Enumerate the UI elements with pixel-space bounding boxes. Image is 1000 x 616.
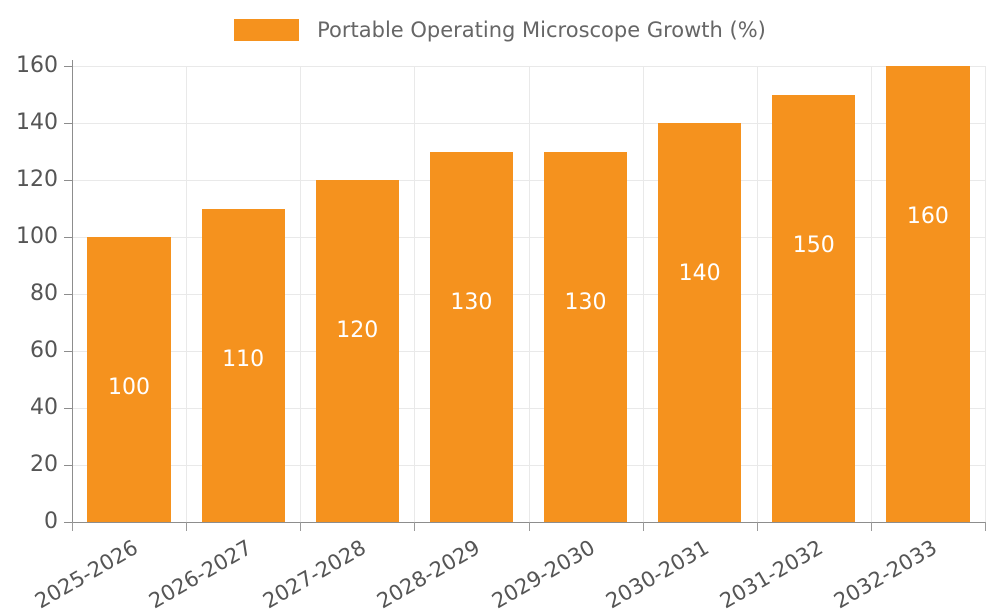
y-axis-line [72,60,73,522]
bar-value-label: 150 [792,232,835,258]
bar-value-label: 120 [336,318,379,343]
y-tick-label: 60 [30,338,58,363]
y-tick-label: 80 [30,281,58,306]
bar[interactable] [201,208,285,522]
x-tick-mark [757,522,758,531]
gridline-horizontal [72,294,985,295]
gridline-vertical [414,66,415,522]
x-tick-mark [300,522,301,531]
y-tick-mark [64,521,72,523]
bar-value-label: 130 [450,289,493,315]
x-axis-line [72,522,985,523]
bar-value-label: 140 [678,261,721,286]
x-tick-mark [529,522,530,531]
x-tick-mark [72,522,73,531]
gridline-horizontal [72,123,985,124]
legend-swatch-icon [234,19,300,41]
bar-chart: Portable Operating Microscope Growth (%)… [0,12,1000,614]
x-tick-label: 2027-2028 [259,535,371,614]
y-tick-mark [64,179,72,181]
y-tick-label: 100 [16,224,58,249]
bar-value-label: 130 [564,289,607,315]
y-tick-mark [64,236,72,238]
x-tick-mark [186,522,187,531]
x-tick-label: 2032-2033 [829,535,941,614]
gridline-vertical [643,66,644,522]
y-tick-mark [64,122,72,124]
gridline-horizontal [72,66,985,67]
legend-label: Portable Operating Microscope Growth (%) [317,17,766,42]
y-tick-mark [64,407,72,409]
gridline-vertical [985,66,986,522]
bar[interactable] [543,151,628,522]
x-tick-label: 2030-2031 [601,535,713,614]
bar[interactable] [429,151,514,522]
y-tick-label: 140 [16,110,58,135]
x-tick-label: 2031-2032 [715,535,827,614]
x-tick-mark [414,522,415,531]
bar[interactable] [772,94,856,522]
gridline-horizontal [72,180,985,181]
x-tick-label: 2029-2030 [487,535,599,614]
gridline-horizontal [72,408,985,409]
bar-value-label: 160 [906,204,949,229]
x-tick-mark [643,522,644,531]
y-tick-label: 0 [44,509,58,534]
bar[interactable] [315,180,399,522]
gridline-vertical [300,66,301,522]
bar-value-label: 110 [222,346,265,372]
bar-value-label: 100 [108,375,151,400]
gridline-horizontal [72,351,985,352]
x-tick-mark [985,522,986,531]
bar[interactable] [886,66,970,522]
y-tick-mark [64,293,72,295]
y-tick-label: 20 [30,452,58,477]
y-tick-mark [64,350,72,352]
chart-legend: Portable Operating Microscope Growth (%) [0,12,1000,48]
y-tick-mark [64,464,72,466]
bar[interactable] [87,237,171,522]
plot-area: 100 110 120 130 130 140 150 160 [72,66,986,523]
x-tick-label: 2026-2027 [145,535,257,614]
x-tick-mark [871,522,872,531]
x-tick-label: 2028-2029 [373,535,485,614]
gridline-vertical [186,66,187,522]
bar[interactable] [658,123,742,522]
gridline-horizontal [72,465,985,466]
y-tick-label: 120 [16,167,58,192]
gridline-horizontal [72,237,985,238]
gridline-vertical [529,66,530,522]
x-tick-label: 2025-2026 [30,535,143,614]
gridline-vertical [757,66,758,522]
legend-entry-series-1[interactable]: Portable Operating Microscope Growth (%) [234,19,766,41]
gridline-vertical [871,66,872,522]
y-tick-label: 160 [16,53,58,78]
y-tick-mark [64,65,72,67]
y-tick-label: 40 [30,395,58,420]
